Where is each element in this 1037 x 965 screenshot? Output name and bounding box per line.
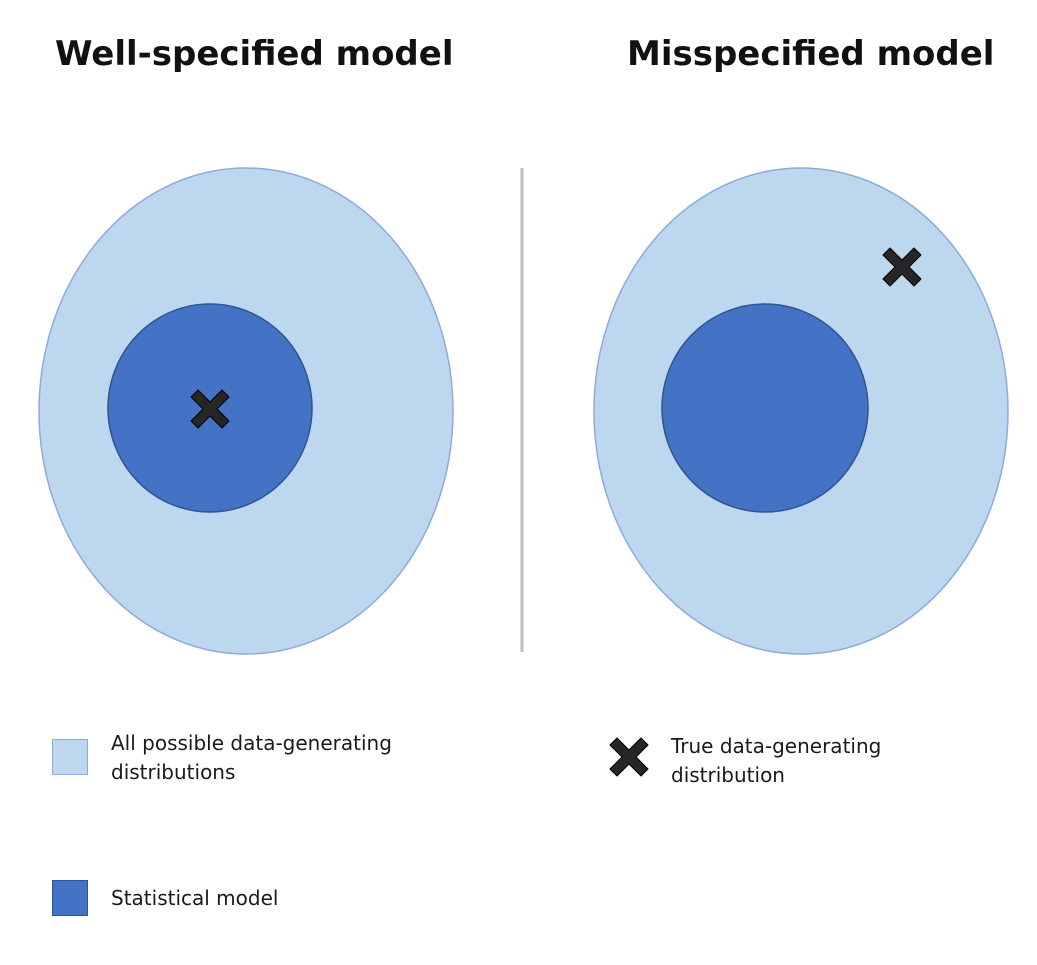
legend-label-true-distribution: True data-generating distribution [671,734,882,787]
legend-label-all-distributions: All possible data-generating distributio… [111,731,392,784]
legend-label-statistical-model: Statistical model [111,886,279,910]
true-distribution-marker-left [190,389,230,429]
misspecified-panel [593,167,1009,655]
well-specified-panel [38,167,454,655]
panel-title-misspecified: Misspecified model [627,34,995,74]
legend-swatch-all-distributions [52,739,88,775]
statistical-model-circle-right [661,303,869,513]
panel-title-well-specified: Well-specified model [55,34,454,74]
x-cross-icon [609,737,649,777]
legend-swatch-statistical-model [52,880,88,916]
true-distribution-marker-right [882,247,922,287]
